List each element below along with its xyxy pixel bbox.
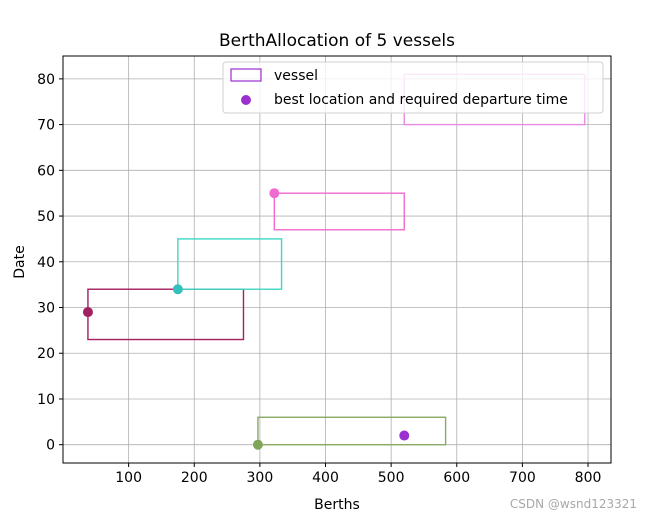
legend-box [222, 61, 604, 114]
vessel-rect [257, 416, 447, 446]
legend-point-marker [241, 95, 251, 105]
x-tick-label: 500 [378, 470, 405, 486]
y-tick-label: 30 [37, 301, 55, 317]
legend-vessel-swatch [230, 68, 262, 82]
y-tick-label: 80 [37, 72, 55, 88]
vessel-rect [273, 192, 405, 231]
legend-label-point: best location and required departure tim… [274, 92, 568, 108]
legend: vessel best location and required depart… [222, 61, 604, 114]
y-tick-label: 0 [46, 438, 55, 454]
x-axis-label: Berths [314, 497, 360, 513]
y-tick-label: 70 [37, 118, 55, 134]
x-tick-label: 700 [509, 470, 536, 486]
axes-frame [62, 55, 612, 464]
legend-label-vessel: vessel [274, 68, 318, 84]
y-tick-label: 40 [37, 255, 55, 271]
x-tick-label: 800 [575, 470, 602, 486]
x-tick-label: 600 [443, 470, 470, 486]
x-tick-label: 400 [312, 470, 339, 486]
vessel-rect [87, 288, 245, 341]
departure-point [269, 188, 280, 199]
y-tick-label: 10 [37, 392, 55, 408]
x-tick-label: 300 [247, 470, 274, 486]
vessel-rect [177, 238, 283, 290]
y-axis-label: Date [12, 245, 28, 278]
y-tick-label: 60 [37, 163, 55, 179]
chart-title: BerthAllocation of 5 vessels [219, 31, 455, 51]
y-tick-label: 20 [37, 346, 55, 362]
x-tick-label: 100 [115, 470, 142, 486]
departure-point [82, 307, 93, 318]
y-tick-label: 50 [37, 209, 55, 225]
axis-ticks: 100 200 300 400 500 600 700 800 0 10 20 30 40 50 60 70 8… [37, 72, 601, 486]
watermark: CSDN @wsnd123321 [509, 497, 637, 511]
grid [63, 56, 611, 463]
departure-point [399, 430, 410, 441]
departure-point [172, 284, 183, 295]
departure-point [252, 439, 263, 450]
x-tick-label: 200 [181, 470, 208, 486]
